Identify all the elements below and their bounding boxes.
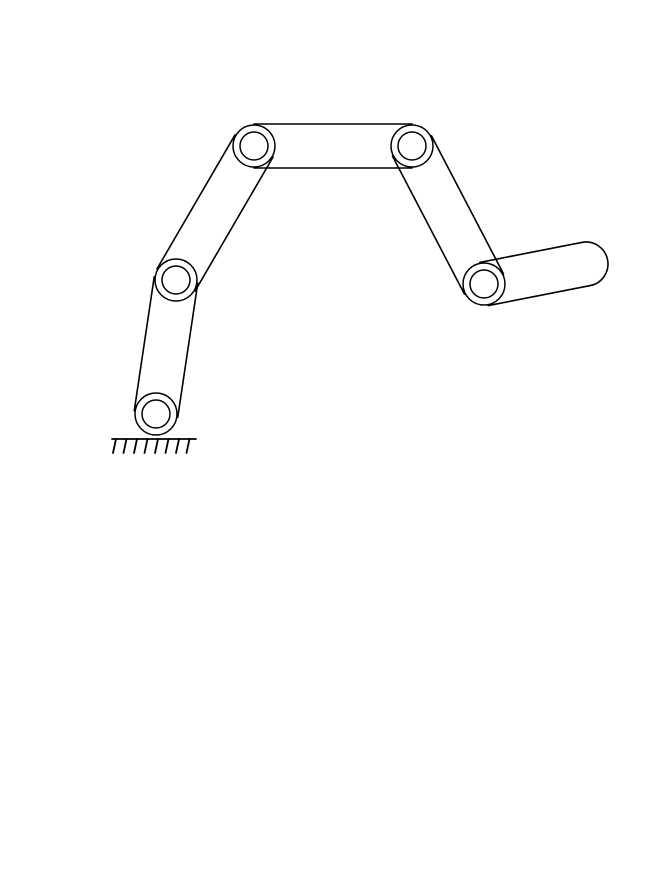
joint-1-revolute [134, 392, 178, 436]
joint-3-inner-ring [239, 131, 269, 161]
ground-hatch [122, 438, 128, 454]
link-4-outline [391, 135, 505, 295]
ground-hatch [164, 438, 170, 454]
joint-2-revolute [154, 258, 198, 302]
fixed-ground-base [111, 438, 197, 454]
link-3-outline [253, 123, 413, 169]
joint-3-revolute [232, 124, 276, 168]
ground-hatch [154, 438, 159, 454]
link-1 [133, 275, 199, 419]
link-2 [156, 134, 274, 292]
link-1-outline [133, 275, 199, 419]
ground-hatch [143, 438, 149, 454]
ground-hatch [112, 438, 117, 454]
link-2-outline [156, 134, 274, 292]
link-4 [391, 135, 505, 295]
link-5-outline [478, 241, 609, 307]
joint-4-inner-ring [397, 131, 427, 161]
link-5 [478, 241, 609, 307]
ground-hatch [175, 438, 180, 454]
joint-1-inner-ring [141, 399, 171, 429]
joint-5-revolute [462, 262, 506, 306]
link-3 [253, 123, 413, 169]
joint-2-inner-ring [161, 265, 191, 295]
ground-hatch [133, 438, 138, 454]
joint-5-inner-ring [469, 269, 499, 299]
joints-layer [134, 124, 506, 436]
links-layer [133, 123, 609, 419]
ground-hatch [185, 438, 191, 454]
joint-4-revolute [390, 124, 434, 168]
